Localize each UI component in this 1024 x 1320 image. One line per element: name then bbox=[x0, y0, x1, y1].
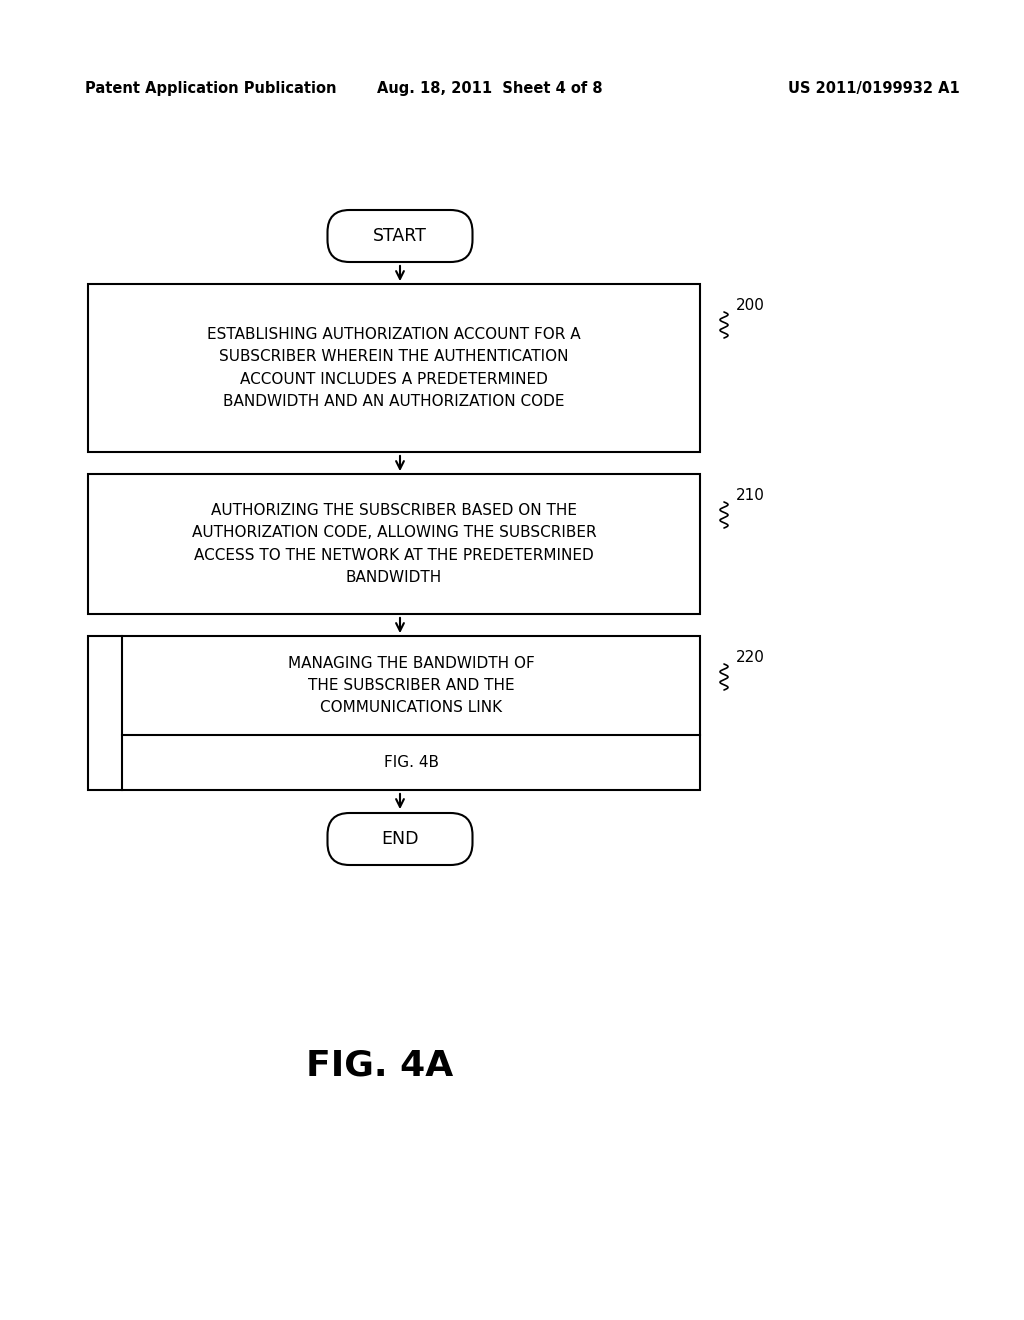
Text: START: START bbox=[373, 227, 427, 246]
Text: Aug. 18, 2011  Sheet 4 of 8: Aug. 18, 2011 Sheet 4 of 8 bbox=[377, 81, 603, 95]
Bar bbox=[88, 284, 700, 451]
Text: FIG. 4B: FIG. 4B bbox=[384, 755, 438, 770]
Text: FIG. 4A: FIG. 4A bbox=[306, 1048, 454, 1082]
Bar bbox=[88, 636, 700, 789]
Text: END: END bbox=[381, 830, 419, 847]
Text: Patent Application Publication: Patent Application Publication bbox=[85, 81, 337, 95]
Text: 210: 210 bbox=[736, 488, 765, 503]
FancyBboxPatch shape bbox=[328, 210, 472, 261]
Text: AUTHORIZING THE SUBSCRIBER BASED ON THE
AUTHORIZATION CODE, ALLOWING THE SUBSCRI: AUTHORIZING THE SUBSCRIBER BASED ON THE … bbox=[191, 503, 596, 585]
Text: 220: 220 bbox=[736, 649, 765, 665]
Bar bbox=[88, 474, 700, 614]
Text: US 2011/0199932 A1: US 2011/0199932 A1 bbox=[788, 81, 961, 95]
FancyBboxPatch shape bbox=[328, 813, 472, 865]
Text: 200: 200 bbox=[736, 298, 765, 313]
Text: MANAGING THE BANDWIDTH OF
THE SUBSCRIBER AND THE
COMMUNICATIONS LINK: MANAGING THE BANDWIDTH OF THE SUBSCRIBER… bbox=[288, 656, 535, 715]
Text: ESTABLISHING AUTHORIZATION ACCOUNT FOR A
SUBSCRIBER WHEREIN THE AUTHENTICATION
A: ESTABLISHING AUTHORIZATION ACCOUNT FOR A… bbox=[207, 327, 581, 409]
